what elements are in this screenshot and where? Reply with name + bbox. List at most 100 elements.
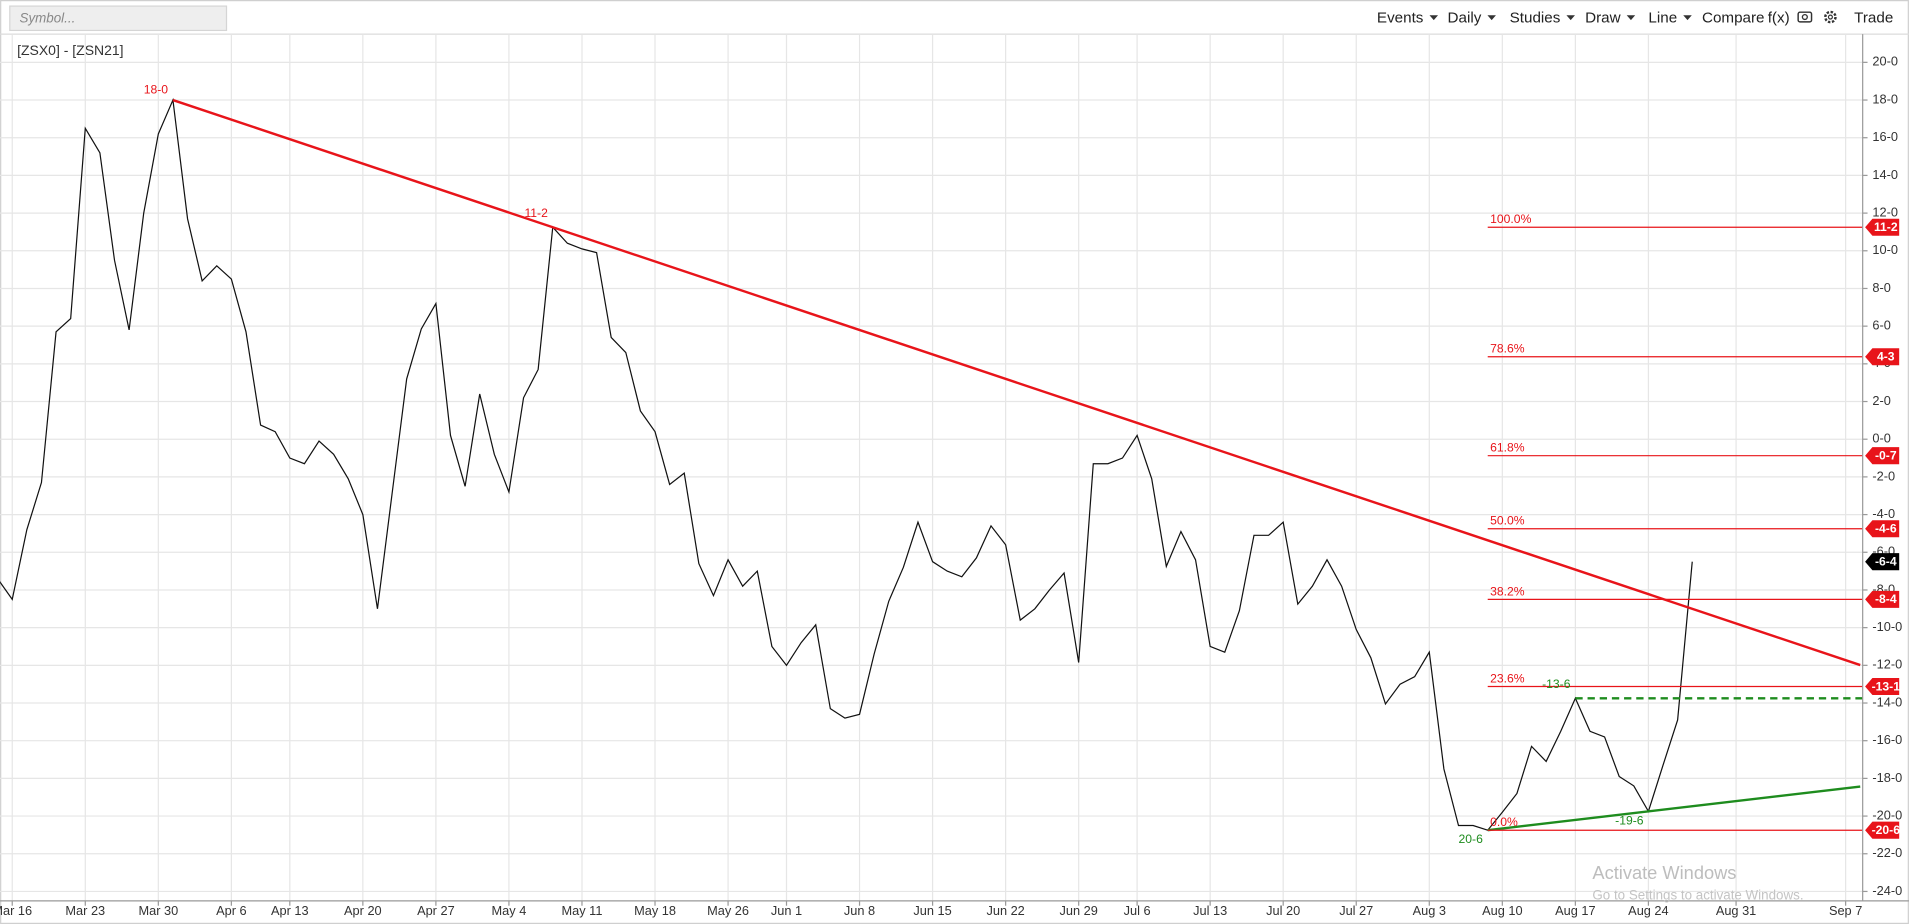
y-tick-label: -12-0 bbox=[1872, 657, 1902, 672]
y-tick-label: -2-0 bbox=[1872, 468, 1895, 483]
x-tick-label: Mar 23 bbox=[65, 903, 105, 918]
y-tick-label: 8-0 bbox=[1872, 280, 1890, 295]
x-tick-label: Mar 16 bbox=[0, 903, 32, 918]
y-tick-label: -10-0 bbox=[1872, 619, 1902, 634]
price-badge-label: -6-4 bbox=[1875, 555, 1897, 569]
x-tick-label: Apr 20 bbox=[344, 903, 382, 918]
dropdown-arrow bbox=[1626, 15, 1636, 21]
price-badge-label: -8-4 bbox=[1875, 592, 1897, 606]
fib-level-name: 50.0% bbox=[1490, 514, 1525, 528]
x-tick-label: Aug 24 bbox=[1628, 903, 1668, 918]
settings-icon[interactable] bbox=[1824, 10, 1837, 24]
price-badge bbox=[1865, 218, 1900, 236]
x-tick-label: Aug 17 bbox=[1555, 903, 1595, 918]
price-badge-label: -13-1 bbox=[1872, 679, 1901, 693]
fib-level-name: 61.8% bbox=[1490, 441, 1525, 455]
dropdown-arrow bbox=[1566, 15, 1575, 21]
horizontal-line-label: -13-6 bbox=[1542, 677, 1571, 691]
price-badge bbox=[1865, 590, 1900, 608]
watermark-title: Activate Windows bbox=[1592, 862, 1736, 883]
price-badge-label: -20-6 bbox=[1872, 823, 1901, 837]
toolbar-button[interactable]: f(x) bbox=[1768, 9, 1790, 26]
y-tick-label: 6-0 bbox=[1872, 318, 1890, 333]
y-tick-label: 16-0 bbox=[1872, 129, 1898, 144]
x-tick-label: Aug 3 bbox=[1413, 903, 1446, 918]
y-tick-label: 20-0 bbox=[1872, 54, 1898, 69]
y-tick-label: 2-0 bbox=[1872, 393, 1890, 408]
y-tick-label: -20-0 bbox=[1872, 807, 1902, 822]
price-badge bbox=[1865, 520, 1900, 538]
chart-title: [ZSX0] - [ZSN21] bbox=[17, 42, 123, 58]
toolbar-button[interactable]: Compare bbox=[1702, 9, 1765, 26]
toolbar: Symbol... Events Daily Studies Draw Line Comp… bbox=[0, 5, 1909, 35]
x-tick-label: Jun 15 bbox=[913, 903, 951, 918]
x-tick-label: Jul 27 bbox=[1339, 903, 1373, 918]
plot-area bbox=[0, 97, 1863, 832]
price-badge bbox=[1865, 447, 1900, 465]
x-tick-label: Jul 6 bbox=[1124, 903, 1151, 918]
fib-level-name: 78.6% bbox=[1490, 342, 1525, 356]
x-tick-label: Sep 7 bbox=[1829, 903, 1862, 918]
toolbar-button[interactable]: Trade bbox=[1854, 9, 1893, 26]
fib-level-name: 100.0% bbox=[1490, 212, 1531, 226]
x-tick-label: May 11 bbox=[562, 903, 603, 918]
menu-button[interactable]: Studies bbox=[1510, 9, 1561, 26]
price-badges: 11-2 4-3 -0-7 -4-6 -8-4 -13-1 -20-6 -6-4 bbox=[1865, 218, 1901, 839]
fib-level-name: 38.2% bbox=[1490, 584, 1525, 598]
fib-level-name: 23.6% bbox=[1490, 671, 1525, 685]
x-tick-label: Apr 13 bbox=[271, 903, 309, 918]
price-badge bbox=[1865, 553, 1900, 571]
y-tick-label: 0-0 bbox=[1872, 431, 1890, 446]
y-tick-label: -4-0 bbox=[1872, 506, 1895, 521]
y-axis: 20-018-016-014-012-010-08-06-04-02-00-0-… bbox=[0, 34, 1909, 918]
y-tick-label: -16-0 bbox=[1872, 732, 1902, 747]
symbol-input[interactable] bbox=[9, 5, 228, 32]
trendline bbox=[172, 98, 1861, 667]
y-tick-label: 18-0 bbox=[1872, 91, 1898, 106]
dropdown-arrow bbox=[1429, 15, 1439, 21]
y-tick-label: 10-0 bbox=[1872, 242, 1898, 257]
menu-button[interactable]: Draw bbox=[1585, 9, 1621, 26]
price-badge-label: -4-6 bbox=[1875, 522, 1897, 536]
price-badge bbox=[1865, 348, 1900, 366]
dropdown-arrow bbox=[1487, 15, 1496, 21]
x-tick-label: Aug 10 bbox=[1482, 903, 1522, 918]
y-tick-label: -22-0 bbox=[1872, 845, 1902, 860]
price-badge bbox=[1865, 821, 1900, 839]
price-badge bbox=[1865, 678, 1900, 696]
x-tick-label: Jun 1 bbox=[771, 903, 802, 918]
x-tick-label: Jun 8 bbox=[844, 903, 875, 918]
dropdown-arrow bbox=[1683, 15, 1692, 21]
menu-button[interactable]: Line bbox=[1648, 9, 1677, 26]
y-tick-label: -18-0 bbox=[1872, 770, 1902, 785]
y-tick-label: 14-0 bbox=[1872, 167, 1898, 182]
y-tick-label: -24-0 bbox=[1872, 883, 1902, 898]
x-tick-label: May 4 bbox=[492, 903, 527, 918]
fib-level-name: 0.0% bbox=[1490, 815, 1518, 829]
x-tick-label: Jul 13 bbox=[1193, 903, 1227, 918]
camera-icon[interactable] bbox=[1797, 11, 1813, 23]
watermark-subtitle: Go to Settings to activate Windows. bbox=[1592, 888, 1803, 903]
trendline-label: 20-6 bbox=[1459, 832, 1484, 846]
grid bbox=[0, 34, 1863, 901]
price-line bbox=[0, 97, 1693, 831]
trendline bbox=[1487, 785, 1861, 832]
price-badge-label: 11-2 bbox=[1874, 220, 1898, 234]
menu-button[interactable]: Daily bbox=[1448, 9, 1482, 26]
symbol-placeholder: Symbol... bbox=[20, 10, 76, 25]
x-tick-label: May 18 bbox=[634, 903, 676, 918]
price-badge-label: -0-7 bbox=[1875, 449, 1897, 463]
x-tick-label: Jun 22 bbox=[986, 903, 1024, 918]
x-tick-label: Jul 20 bbox=[1266, 903, 1300, 918]
x-tick-label: Aug 31 bbox=[1716, 903, 1756, 918]
x-tick-label: May 26 bbox=[707, 903, 749, 918]
x-tick-label: Apr 6 bbox=[216, 903, 247, 918]
x-tick-label: Jun 29 bbox=[1060, 903, 1098, 918]
trendline-label: 11-2 bbox=[524, 206, 548, 220]
menu-button[interactable]: Events bbox=[1377, 9, 1424, 26]
y-tick-label: 12-0 bbox=[1872, 204, 1898, 219]
trendline-label: -19-6 bbox=[1615, 813, 1644, 827]
